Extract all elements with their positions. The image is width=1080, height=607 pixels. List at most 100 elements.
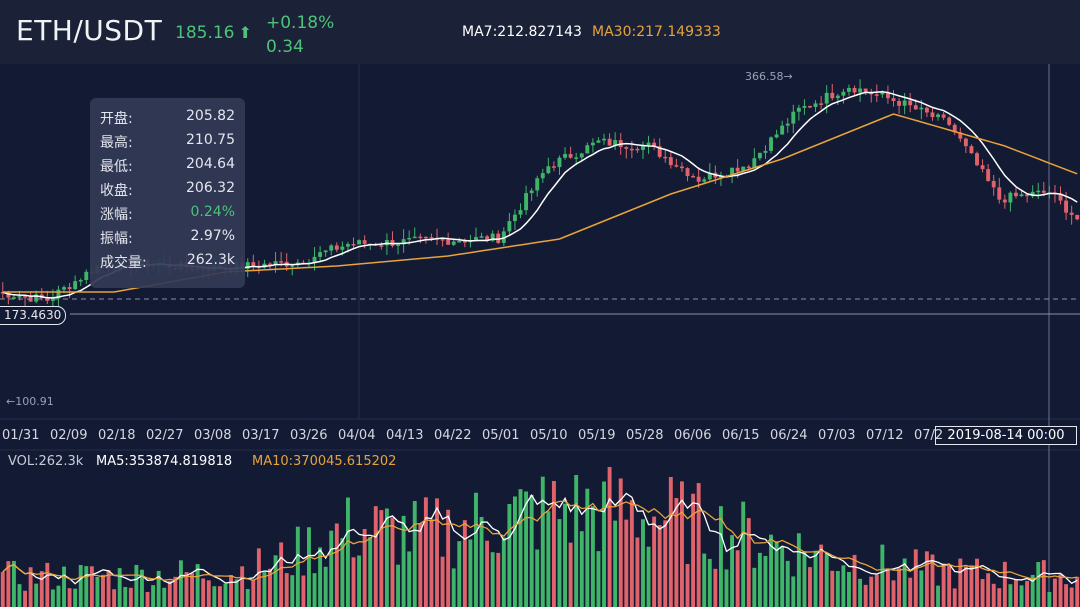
volume-bar xyxy=(546,511,551,607)
candle-body xyxy=(1064,200,1069,213)
volume-bar xyxy=(785,560,790,607)
volume-bar xyxy=(590,506,595,607)
candlestick-chart[interactable] xyxy=(0,64,1080,607)
candle-body xyxy=(45,298,50,301)
volume-bar xyxy=(1019,585,1024,607)
candle-body xyxy=(863,88,868,92)
volume-bar xyxy=(134,564,139,607)
candle-body xyxy=(802,105,807,108)
volume-bar xyxy=(713,568,718,607)
candle-body xyxy=(418,236,423,239)
volume-bar xyxy=(184,572,189,607)
volume-bar xyxy=(89,566,94,607)
volume-bar xyxy=(613,520,618,607)
volume-bar xyxy=(1041,560,1046,607)
volume-bar xyxy=(295,526,300,607)
volume-bar xyxy=(574,475,579,607)
x-axis-tick: 04/13 xyxy=(386,428,424,443)
volume-bar xyxy=(819,544,824,607)
volume-bar xyxy=(307,527,311,607)
candle-body xyxy=(17,296,22,298)
candle-body xyxy=(613,140,618,146)
price-change: +0.18% 0.34 xyxy=(266,11,334,59)
candle-body xyxy=(34,294,39,302)
volume-bar xyxy=(813,550,818,607)
candle-body xyxy=(885,92,890,99)
volume-bar xyxy=(357,555,362,607)
volume-bar xyxy=(780,546,785,607)
volume-bar xyxy=(101,574,105,607)
volume-label: VOL:262.3k xyxy=(8,454,84,469)
candle-body xyxy=(524,193,529,211)
volume-ma10-line xyxy=(2,500,1078,582)
volume-bar xyxy=(345,497,350,607)
x-axis-tick: 02/18 xyxy=(98,428,136,443)
info-row: 成交量: 262.3k xyxy=(100,252,235,272)
volume-bar xyxy=(151,585,156,607)
trading-pair[interactable]: ETH/USDT xyxy=(16,14,163,47)
candle-body xyxy=(323,250,328,253)
volume-bar xyxy=(446,509,451,607)
volume-bar xyxy=(245,589,250,607)
info-label: 振幅: xyxy=(100,231,133,247)
volume-bar xyxy=(329,530,334,607)
info-value: 205.82 xyxy=(186,108,235,124)
candle-body xyxy=(312,256,317,263)
candle-body xyxy=(657,146,662,157)
info-label: 开盘: xyxy=(100,111,133,127)
candle-body xyxy=(852,87,857,93)
candle-body xyxy=(980,165,985,170)
info-label: 涨幅: xyxy=(100,207,133,223)
volume-bar xyxy=(947,565,952,607)
candle-body xyxy=(429,237,434,239)
volume-bar xyxy=(140,569,144,607)
candle-body xyxy=(808,105,812,108)
candle-body xyxy=(874,94,879,96)
candle-body xyxy=(1025,194,1030,197)
candle-body xyxy=(507,221,512,232)
volume-bar xyxy=(195,564,200,607)
candle-body xyxy=(340,246,345,250)
candle-body xyxy=(819,103,824,105)
candle-body xyxy=(557,157,562,168)
candle-body xyxy=(952,124,957,133)
candle-body xyxy=(379,245,384,247)
candle-body xyxy=(930,112,935,118)
volume-bar xyxy=(563,503,567,607)
candle-body xyxy=(963,138,968,147)
change-value: 0.34 xyxy=(266,37,304,57)
volume-bar xyxy=(1075,576,1080,607)
volume-bar xyxy=(557,519,562,607)
volume-bar xyxy=(206,580,211,607)
candle-body xyxy=(602,138,606,141)
candle-body xyxy=(702,179,707,182)
info-row: 收盘: 206.32 xyxy=(100,180,235,200)
volume-bar xyxy=(84,566,89,607)
x-axis-tick: 06/24 xyxy=(770,428,808,443)
candle-body xyxy=(624,147,629,149)
volume-bar xyxy=(841,565,846,607)
volume-bar xyxy=(674,498,679,607)
volume-bar xyxy=(513,496,517,607)
candle-body xyxy=(629,148,634,151)
info-value: 0.24% xyxy=(190,204,235,220)
x-axis-tick: 05/28 xyxy=(626,428,664,443)
candle-body xyxy=(56,289,61,299)
ma30-indicator: MA30:217.149333 xyxy=(592,24,721,40)
candle-body xyxy=(752,158,757,168)
candle-body xyxy=(496,233,501,243)
change-percent: +0.18% xyxy=(266,13,335,33)
info-value: 262.3k xyxy=(186,252,235,268)
candle-body xyxy=(1002,199,1007,203)
candle-body xyxy=(440,239,445,241)
volume-bar xyxy=(696,483,701,607)
x-axis-tick: 06/06 xyxy=(674,428,712,443)
volume-bar xyxy=(6,561,11,607)
candle-body xyxy=(401,239,406,245)
volume-bar xyxy=(106,570,111,607)
candle-body xyxy=(1019,194,1024,197)
volume-bar xyxy=(941,563,946,607)
candle-body xyxy=(268,263,272,266)
crosshair-time-tag: 2019-08-14 00:00 xyxy=(935,426,1077,445)
candle-body xyxy=(1008,192,1013,203)
